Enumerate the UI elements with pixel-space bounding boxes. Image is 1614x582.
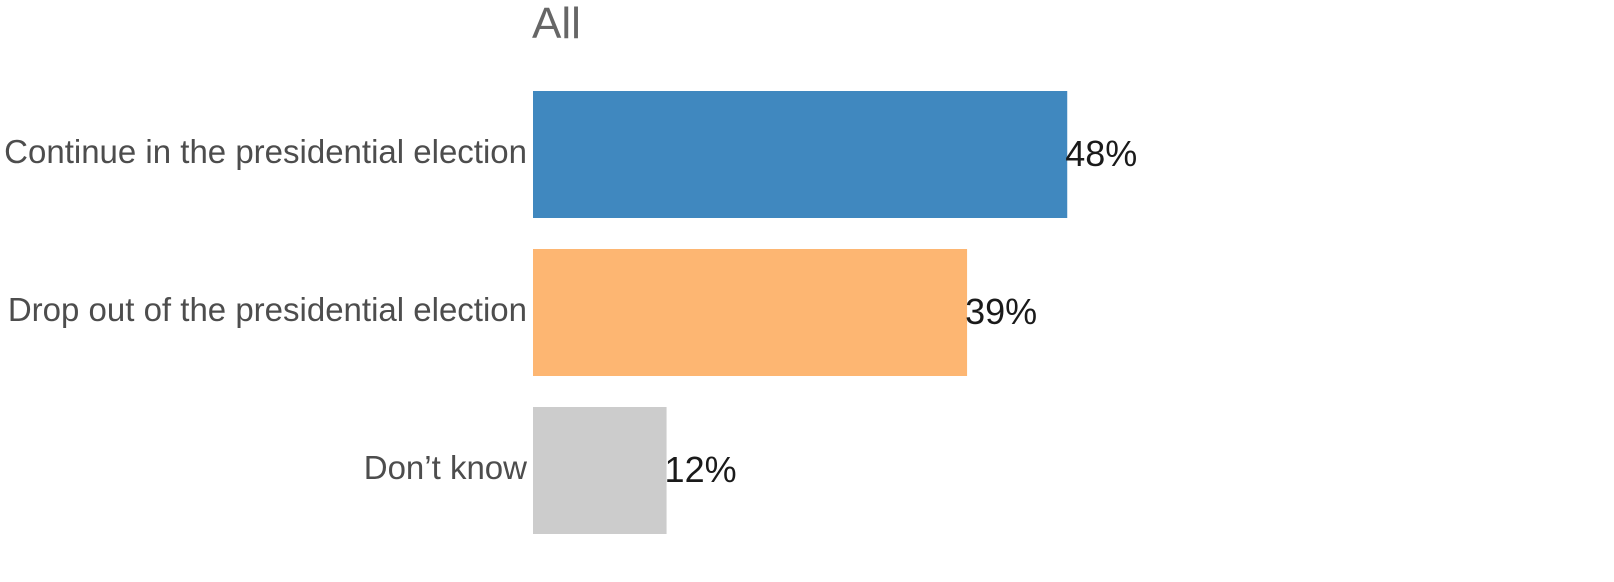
bar-1 [533, 91, 1068, 218]
category-label-3: Don’t know [364, 449, 527, 486]
bar-3 [533, 407, 667, 534]
value-label-2: 39% [965, 291, 1037, 332]
bar-2 [533, 249, 968, 376]
value-label-3: 12% [665, 449, 737, 490]
chart-title: All [532, 0, 581, 48]
category-label-1: Continue in the presidential election [4, 133, 527, 170]
value-label-1: 48% [1065, 133, 1137, 174]
category-label-2: Drop out of the presidential election [8, 291, 527, 328]
bars-group: Continue in the presidential election 48%… [4, 91, 1137, 534]
